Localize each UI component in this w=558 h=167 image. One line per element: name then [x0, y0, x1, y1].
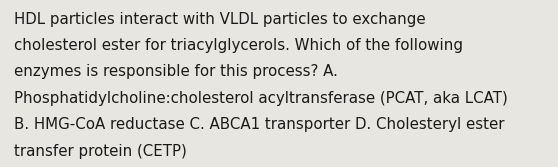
Text: B. HMG-CoA reductase C. ABCA1 transporter D. Cholesteryl ester: B. HMG-CoA reductase C. ABCA1 transporte…	[14, 117, 504, 132]
Text: transfer protein (CETP): transfer protein (CETP)	[14, 144, 187, 159]
Text: HDL particles interact with VLDL particles to exchange: HDL particles interact with VLDL particl…	[14, 12, 426, 27]
Text: cholesterol ester for triacylglycerols. Which of the following: cholesterol ester for triacylglycerols. …	[14, 38, 463, 53]
Text: Phosphatidylcholine:cholesterol acyltransferase (PCAT, aka LCAT): Phosphatidylcholine:cholesterol acyltran…	[14, 91, 508, 106]
Text: enzymes is responsible for this process? A.: enzymes is responsible for this process?…	[14, 64, 338, 79]
